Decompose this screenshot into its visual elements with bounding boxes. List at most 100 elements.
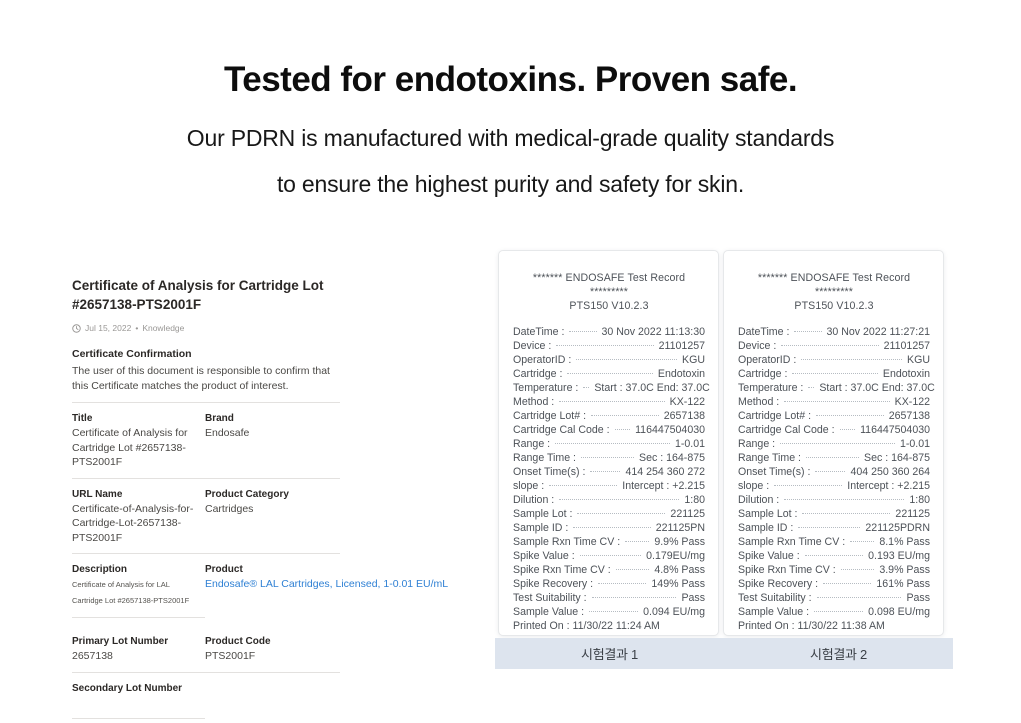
receipt-row: Sample ID : 221125PN xyxy=(513,522,705,536)
field-brand-value: Endosafe xyxy=(205,427,250,439)
field-row-urlname-category: URL Name Certificate-of-Analysis-for-Car… xyxy=(72,479,340,554)
dotted-leader xyxy=(598,583,647,584)
dotted-leader xyxy=(815,471,846,472)
receipt-row-label: Sample Rxn Time CV : xyxy=(738,536,846,548)
receipt-row: Device : 21101257 xyxy=(738,340,930,354)
dotted-leader xyxy=(591,597,677,598)
dotted-leader xyxy=(590,471,621,472)
test-result-caption-1: 시험결과 1 xyxy=(581,647,638,662)
receipt-row: Dilution : 1:80 xyxy=(513,494,705,508)
receipt-row-label: Sample Value : xyxy=(513,606,585,618)
dotted-leader xyxy=(850,541,875,542)
field-row-title-brand: Title Certificate of Analysis for Cartri… xyxy=(72,403,340,479)
dotted-leader xyxy=(583,387,590,388)
dotted-leader xyxy=(556,345,654,346)
dotted-leader xyxy=(567,373,653,374)
dotted-leader xyxy=(559,499,680,500)
receipt-row-value: 30 Nov 2022 11:13:30 xyxy=(601,326,705,338)
receipt-row: Range Time : Sec : 164-875 xyxy=(738,452,930,466)
receipt-row: Sample Rxn Time CV : 9.9% Pass xyxy=(513,536,705,550)
receipt-row-value: 404 250 360 264 xyxy=(850,466,930,478)
product-link[interactable]: Endosafe® LAL Cartridges, Licensed, 1-0.… xyxy=(205,578,449,590)
field-product: Product Endosafe® LAL Cartridges, Licens… xyxy=(205,563,449,618)
receipt-row-label: Range : xyxy=(513,438,551,450)
receipt-row-value: Start : 37.0C End: 37.0C xyxy=(819,382,935,394)
dotted-leader xyxy=(581,457,635,458)
field-secondary-lot-label: Secondary Lot Number xyxy=(72,682,183,694)
dotted-leader xyxy=(823,583,872,584)
receipt-row-value: 149% Pass xyxy=(651,578,705,590)
receipt-row-value: Sec : 164-875 xyxy=(864,452,930,464)
dotted-leader xyxy=(794,331,822,332)
receipt-2-version: PTS150 V10.2.3 xyxy=(794,300,874,312)
field-row-secondary-lot: Secondary Lot Number xyxy=(72,673,340,723)
endosafe-test-record-2: ******* ENDOSAFE Test Record ********* P… xyxy=(723,250,944,636)
receipt-row: Temperature : Start : 37.0C End: 37.0C xyxy=(738,382,935,396)
receipt-row: Spike Value : 0.193 EU/mg xyxy=(738,550,930,564)
field-product-code-value: PTS2001F xyxy=(205,650,256,662)
receipt-row-label: Method : xyxy=(738,396,780,408)
receipt-row-label: Dilution : xyxy=(738,494,780,506)
dotted-leader xyxy=(614,429,631,430)
receipt-row: Device : 21101257 xyxy=(513,340,705,354)
receipt-row-label: Range : xyxy=(738,438,776,450)
field-product-label: Product xyxy=(205,564,243,575)
receipt-row-value: 3.9% Pass xyxy=(879,564,930,576)
field-url-name: URL Name Certificate-of-Analysis-for-Car… xyxy=(72,488,205,546)
certificate-meta: Jul 15, 2022 • Knowledge xyxy=(72,323,340,333)
receipt-row: Sample Value : 0.098 EU/mg xyxy=(738,606,930,620)
dotted-leader xyxy=(806,457,860,458)
receipt-row: OperatorID : KGU xyxy=(738,354,930,368)
field-description-label: Description xyxy=(72,564,128,575)
endosafe-test-record-1: ******* ENDOSAFE Test Record ********* P… xyxy=(498,250,719,636)
receipt-row-value: 2657138 xyxy=(888,410,930,422)
receipt-row-label: Spike Rxn Time CV : xyxy=(513,564,611,576)
receipt-row-label: Device : xyxy=(738,340,777,352)
dotted-leader xyxy=(549,485,618,486)
receipt-row-label: Cartridge Cal Code : xyxy=(513,424,610,436)
receipt-row: Sample Lot : 221125 xyxy=(513,508,705,522)
field-secondary-lot-value xyxy=(72,696,197,710)
receipt-row: Temperature : Start : 37.0C End: 37.0C xyxy=(513,382,710,396)
receipt-row-label: Sample Rxn Time CV : xyxy=(513,536,621,548)
dotted-leader xyxy=(784,401,890,402)
dotted-leader xyxy=(792,373,878,374)
dotted-leader xyxy=(784,499,905,500)
receipt-row: Cartridge : Endotoxin xyxy=(513,368,705,382)
certificate-confirmation-heading: Certificate Confirmation xyxy=(72,348,192,360)
receipt-row-label: OperatorID : xyxy=(738,354,797,366)
receipt-row: Spike Rxn Time CV : 4.8% Pass xyxy=(513,564,705,578)
receipt-row-value: 2657138 xyxy=(663,410,705,422)
dotted-leader xyxy=(559,401,665,402)
field-url-name-value: Certificate-of-Analysis-for-Cartridge-Lo… xyxy=(72,502,194,544)
receipt-row-label: Cartridge : xyxy=(738,368,788,380)
receipt-row-label: Sample Lot : xyxy=(738,508,798,520)
receipt-row-value: 221125 xyxy=(670,508,705,520)
receipt-row-value: KGU xyxy=(907,354,930,366)
receipt-2-rows: DateTime : 30 Nov 2022 11:27:21 Device :… xyxy=(738,326,935,634)
dotted-leader xyxy=(798,527,861,528)
receipt-row-label: Printed On : 11/30/22 11:38 AM xyxy=(738,620,885,632)
dotted-leader xyxy=(573,527,651,528)
receipt-row: Spike Recovery : 161% Pass xyxy=(738,578,930,592)
field-primary-lot-label: Primary Lot Number xyxy=(72,636,169,647)
receipt-row-label: Dilution : xyxy=(513,494,555,506)
receipt-row: Method : KX-122 xyxy=(738,396,930,410)
field-primary-lot-number: Primary Lot Number 2657138 xyxy=(72,635,205,664)
receipt-row-label: Sample ID : xyxy=(738,522,794,534)
dotted-leader xyxy=(625,541,650,542)
receipt-row-value: 1:80 xyxy=(909,494,930,506)
receipt-row: Range Time : Sec : 164-875 xyxy=(513,452,705,466)
receipt-row: Onset Time(s) : 404 250 360 264 xyxy=(738,466,930,480)
receipt-row-label: Test Suitability : xyxy=(738,592,812,604)
receipt-row-value: Start : 37.0C End: 37.0C xyxy=(594,382,710,394)
receipt-row-value: 414 254 360 272 xyxy=(625,466,705,478)
receipt-row: Dilution : 1:80 xyxy=(738,494,930,508)
receipt-row-value: 116447504030 xyxy=(860,424,930,436)
dotted-leader xyxy=(816,415,884,416)
field-title-label: Title xyxy=(72,413,93,424)
receipt-row-value: Pass xyxy=(906,592,930,604)
receipt-row: Test Suitability : Pass xyxy=(513,592,705,606)
receipt-row: Cartridge : Endotoxin xyxy=(738,368,930,382)
field-url-name-label: URL Name xyxy=(72,488,123,500)
